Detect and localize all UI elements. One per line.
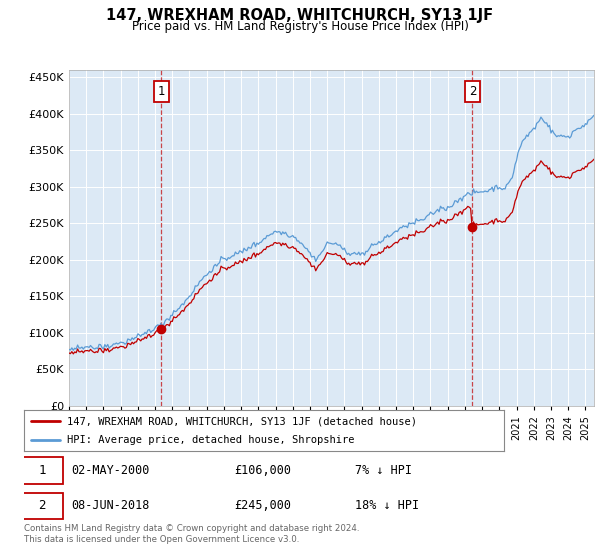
- Text: 02-MAY-2000: 02-MAY-2000: [71, 464, 149, 477]
- Text: Price paid vs. HM Land Registry's House Price Index (HPI): Price paid vs. HM Land Registry's House …: [131, 20, 469, 32]
- Text: 147, WREXHAM ROAD, WHITCHURCH, SY13 1JF (detached house): 147, WREXHAM ROAD, WHITCHURCH, SY13 1JF …: [67, 417, 417, 426]
- Text: £106,000: £106,000: [234, 464, 291, 477]
- Text: 1: 1: [158, 85, 165, 99]
- FancyBboxPatch shape: [21, 493, 62, 519]
- Text: 2: 2: [38, 500, 46, 512]
- Text: 18% ↓ HPI: 18% ↓ HPI: [355, 500, 419, 512]
- Text: £245,000: £245,000: [234, 500, 291, 512]
- FancyBboxPatch shape: [21, 458, 62, 484]
- Text: 1: 1: [38, 464, 46, 477]
- Text: HPI: Average price, detached house, Shropshire: HPI: Average price, detached house, Shro…: [67, 435, 355, 445]
- Text: 2: 2: [469, 85, 476, 99]
- Text: Contains HM Land Registry data © Crown copyright and database right 2024.
This d: Contains HM Land Registry data © Crown c…: [24, 524, 359, 544]
- Text: 7% ↓ HPI: 7% ↓ HPI: [355, 464, 412, 477]
- Text: 147, WREXHAM ROAD, WHITCHURCH, SY13 1JF: 147, WREXHAM ROAD, WHITCHURCH, SY13 1JF: [106, 8, 494, 24]
- Text: 08-JUN-2018: 08-JUN-2018: [71, 500, 149, 512]
